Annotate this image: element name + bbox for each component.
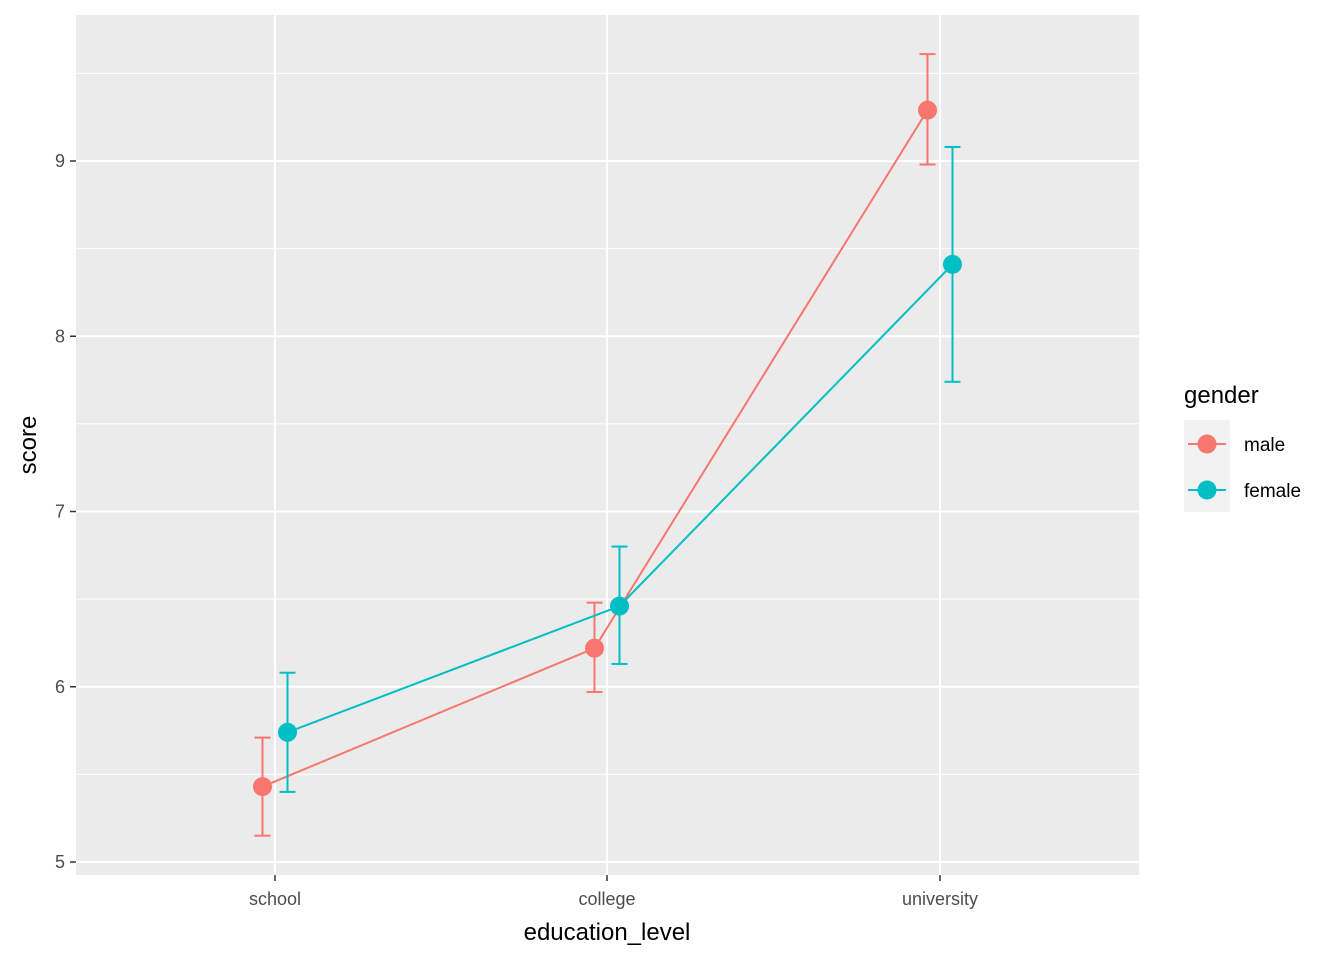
y-tick-label: 5 <box>55 852 65 872</box>
y-tick-label: 6 <box>55 677 65 697</box>
y-tick-label: 8 <box>55 326 65 346</box>
x-tick-label: school <box>249 889 301 909</box>
legend-title: gender <box>1184 382 1259 409</box>
data-point-female <box>943 254 962 274</box>
data-point-male <box>253 777 272 797</box>
legend-label-male: male <box>1244 435 1285 456</box>
data-point-male <box>585 638 604 658</box>
data-point-male <box>918 100 937 120</box>
y-tick-label: 9 <box>55 151 65 171</box>
series-layer <box>253 53 962 837</box>
series-female <box>278 145 962 793</box>
legend-key-point <box>1197 434 1217 454</box>
legend-label-female: female <box>1244 481 1301 502</box>
y-axis-title: score <box>15 416 42 475</box>
x-tick-label: university <box>902 889 978 909</box>
legend-key-female <box>1188 480 1226 500</box>
x-tick-label: college <box>578 889 635 909</box>
x-axis-title: education_level <box>524 919 691 946</box>
axes: 5 6 7 8 9 school college university <box>55 151 978 909</box>
series-male <box>253 53 937 837</box>
data-point-female <box>610 596 629 616</box>
legend-key-point <box>1197 480 1217 500</box>
legend-key-male <box>1188 434 1226 454</box>
major-gridlines <box>76 15 1139 875</box>
legend: gender male female <box>1184 382 1301 512</box>
data-point-female <box>278 722 297 742</box>
y-tick-label: 7 <box>55 502 65 522</box>
